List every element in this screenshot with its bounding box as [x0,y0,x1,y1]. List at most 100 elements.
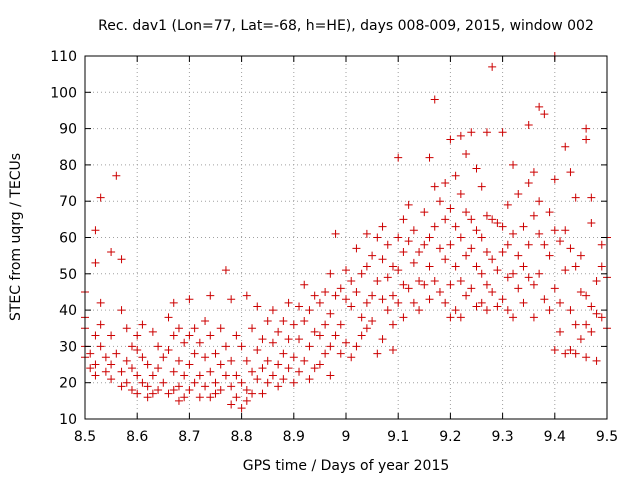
data-point [383,240,392,249]
data-point [399,248,408,257]
data-point [143,382,152,391]
x-tick-label: 9.2 [439,429,461,445]
data-point [227,400,236,409]
data-point [242,356,251,365]
x-tick-label: 9.1 [387,429,409,445]
data-point [388,346,397,355]
data-point [190,324,199,333]
data-point [216,360,225,369]
data-point [582,124,591,133]
y-tick-label: 100 [50,85,77,101]
data-point [446,135,455,144]
data-point [315,360,324,369]
data-point [295,335,304,344]
data-point [169,298,178,307]
data-point [399,280,408,289]
data-point [326,309,335,318]
data-point [472,302,481,311]
data-point [540,240,549,249]
data-point [425,262,434,271]
y-tick-labels: 10 20 30 40 50 60 70 80 90 100 110 [50,49,77,428]
data-point [138,378,147,387]
data-point [232,371,241,380]
data-point [441,179,450,188]
y-tick-label: 80 [59,158,77,174]
data-point [561,226,570,235]
data-point [592,356,601,365]
data-point [107,375,116,384]
data-point [206,331,215,340]
data-point [174,324,183,333]
data-point [446,204,455,213]
data-point [107,248,116,257]
data-point [482,211,491,220]
data-point [180,393,189,402]
data-point [211,349,220,358]
data-point [112,349,121,358]
data-point [274,360,283,369]
data-point [305,342,314,351]
data-point [425,153,434,162]
data-point [122,356,131,365]
axis-ticks [84,55,608,420]
data-point [519,262,528,271]
data-point [477,298,486,307]
data-point [462,150,471,159]
data-point [503,273,512,282]
data-point [268,338,277,347]
data-point [268,306,277,315]
data-point [404,200,413,209]
data-point [503,306,512,315]
data-point [587,193,596,202]
data-point [394,266,403,275]
data-point [122,378,131,387]
data-point [378,255,387,264]
data-point [435,244,444,253]
data-point [190,349,199,358]
data-point [289,353,298,362]
data-point [326,342,335,351]
data-point [315,298,324,307]
data-point [321,349,330,358]
data-point [201,316,210,325]
data-point [462,291,471,300]
data-point [488,255,497,264]
data-point [550,175,559,184]
data-point [587,327,596,336]
data-point [472,164,481,173]
data-point [540,295,549,304]
data-point [556,237,565,246]
data-point [305,375,314,384]
data-point [185,385,194,394]
data-point [326,371,335,380]
data-point [498,222,507,231]
data-point [253,375,262,384]
data-point [253,346,262,355]
data-point [373,349,382,358]
data-point [451,171,460,180]
data-point [143,393,152,402]
data-point [154,385,163,394]
data-point [378,295,387,304]
data-point [415,277,424,286]
data-point [582,353,591,362]
data-point [300,356,309,365]
data-point [368,316,377,325]
data-point [561,266,570,275]
data-point [467,284,476,293]
data-point [154,342,163,351]
data-point [362,229,371,238]
data-point [357,313,366,322]
data-point [159,378,168,387]
data-point [206,367,215,376]
data-point [127,342,136,351]
data-point [597,313,606,322]
x-tick-label: 8.5 [74,429,96,445]
data-point [514,251,523,260]
data-point [315,331,324,340]
data-point [383,306,392,315]
data-point [373,233,382,242]
data-point [587,218,596,227]
y-tick-label: 90 [59,122,77,138]
data-point [180,371,189,380]
